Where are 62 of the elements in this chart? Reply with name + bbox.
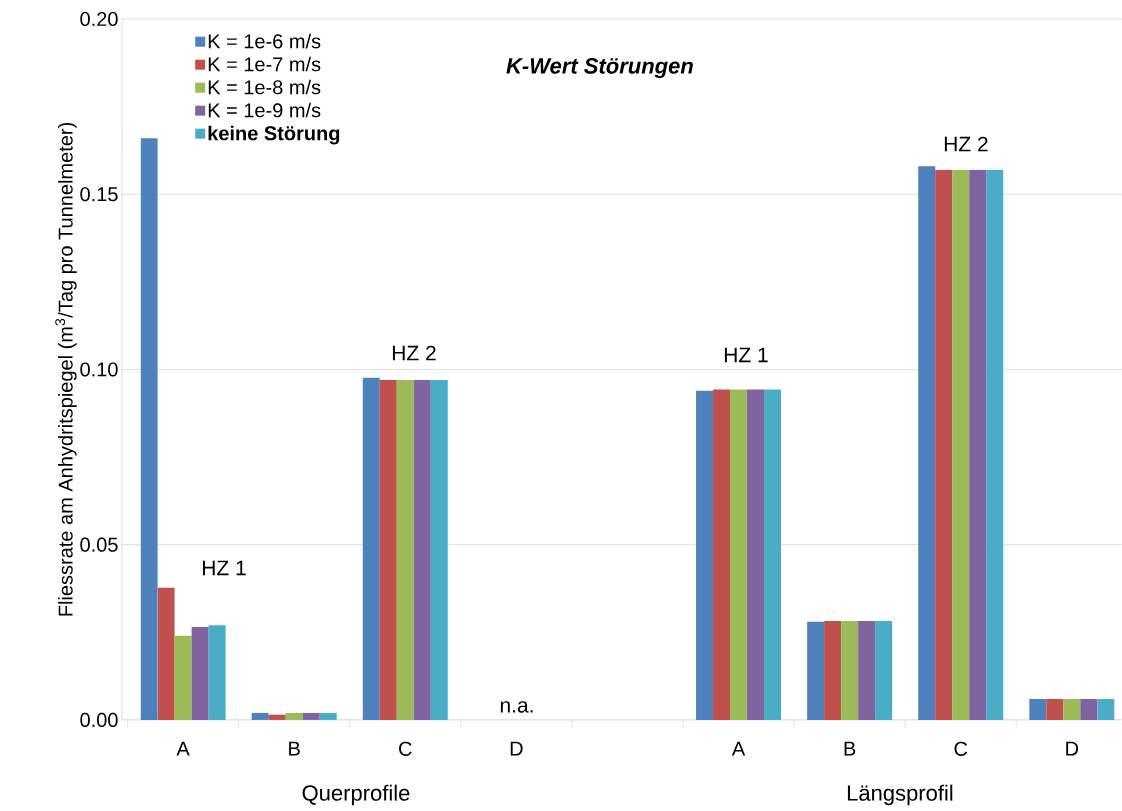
annotation: n.a.	[500, 701, 533, 713]
bar	[858, 621, 876, 720]
legend-label: K = 1e-8 m/s	[208, 79, 321, 95]
x-tick-label: D	[1066, 741, 1079, 756]
x-tick-label: C	[954, 741, 968, 756]
bar	[362, 377, 380, 720]
y-tick-label: 0.00	[80, 712, 118, 728]
text: Längsprofil	[847, 784, 953, 806]
bar	[807, 621, 825, 720]
x-tick-label: B	[289, 741, 300, 756]
annotation: HZ 2	[944, 136, 988, 152]
bar	[764, 389, 782, 720]
bar	[969, 169, 987, 720]
text: Querprofile	[302, 784, 410, 806]
bar	[157, 587, 175, 720]
bar	[986, 169, 1004, 720]
bar	[713, 389, 731, 720]
y-tick-label: 0.20	[80, 11, 118, 27]
bar	[1097, 698, 1115, 720]
legend-label: K = 1e-9 m/s	[208, 102, 321, 118]
bar	[140, 138, 158, 720]
bar	[1029, 698, 1047, 720]
annotation: HZ 1	[202, 560, 246, 576]
annotation: HZ 1	[724, 347, 768, 363]
bar	[1063, 698, 1081, 720]
bar	[268, 714, 286, 720]
x-tick-label: A	[176, 741, 190, 756]
bar	[875, 621, 893, 720]
bar	[935, 169, 953, 720]
bar	[191, 627, 209, 720]
annotation: HZ 2	[392, 345, 436, 361]
bar	[285, 712, 303, 720]
x-tick-label: A	[731, 741, 746, 756]
text: K-Wert Störungen	[506, 58, 693, 79]
y-tick-label: 0.15	[80, 187, 118, 202]
bar	[319, 712, 337, 720]
bar	[208, 625, 226, 720]
bar	[952, 169, 970, 720]
legend-label: keine Störung	[208, 125, 340, 145]
bar	[251, 712, 269, 720]
bar	[413, 380, 431, 720]
bar	[918, 166, 936, 720]
x-tick-label: D	[510, 741, 523, 756]
y-axis-title: Fliessrate am Anhydritspiegel (m$^{3}$/Tag pro Tunnelmeter)	[55, 123, 77, 616]
bar	[1080, 698, 1098, 720]
bar	[302, 712, 320, 720]
bar	[1046, 698, 1064, 720]
bar	[841, 621, 859, 720]
bar	[396, 380, 414, 720]
legend-label: K = 1e-6 m/s	[208, 33, 321, 49]
bar	[747, 389, 765, 720]
legend-label: K = 1e-7 m/s	[208, 56, 321, 72]
y-tick-label: 0.05	[80, 537, 118, 552]
bar	[824, 621, 842, 720]
x-tick-label: C	[399, 741, 412, 756]
x-tick-label: B	[844, 741, 856, 756]
bar	[430, 380, 448, 720]
bar	[174, 635, 192, 720]
y-tick-label: 0.10	[80, 362, 118, 377]
bar	[696, 390, 714, 720]
bar	[379, 380, 397, 720]
bar	[730, 389, 748, 720]
